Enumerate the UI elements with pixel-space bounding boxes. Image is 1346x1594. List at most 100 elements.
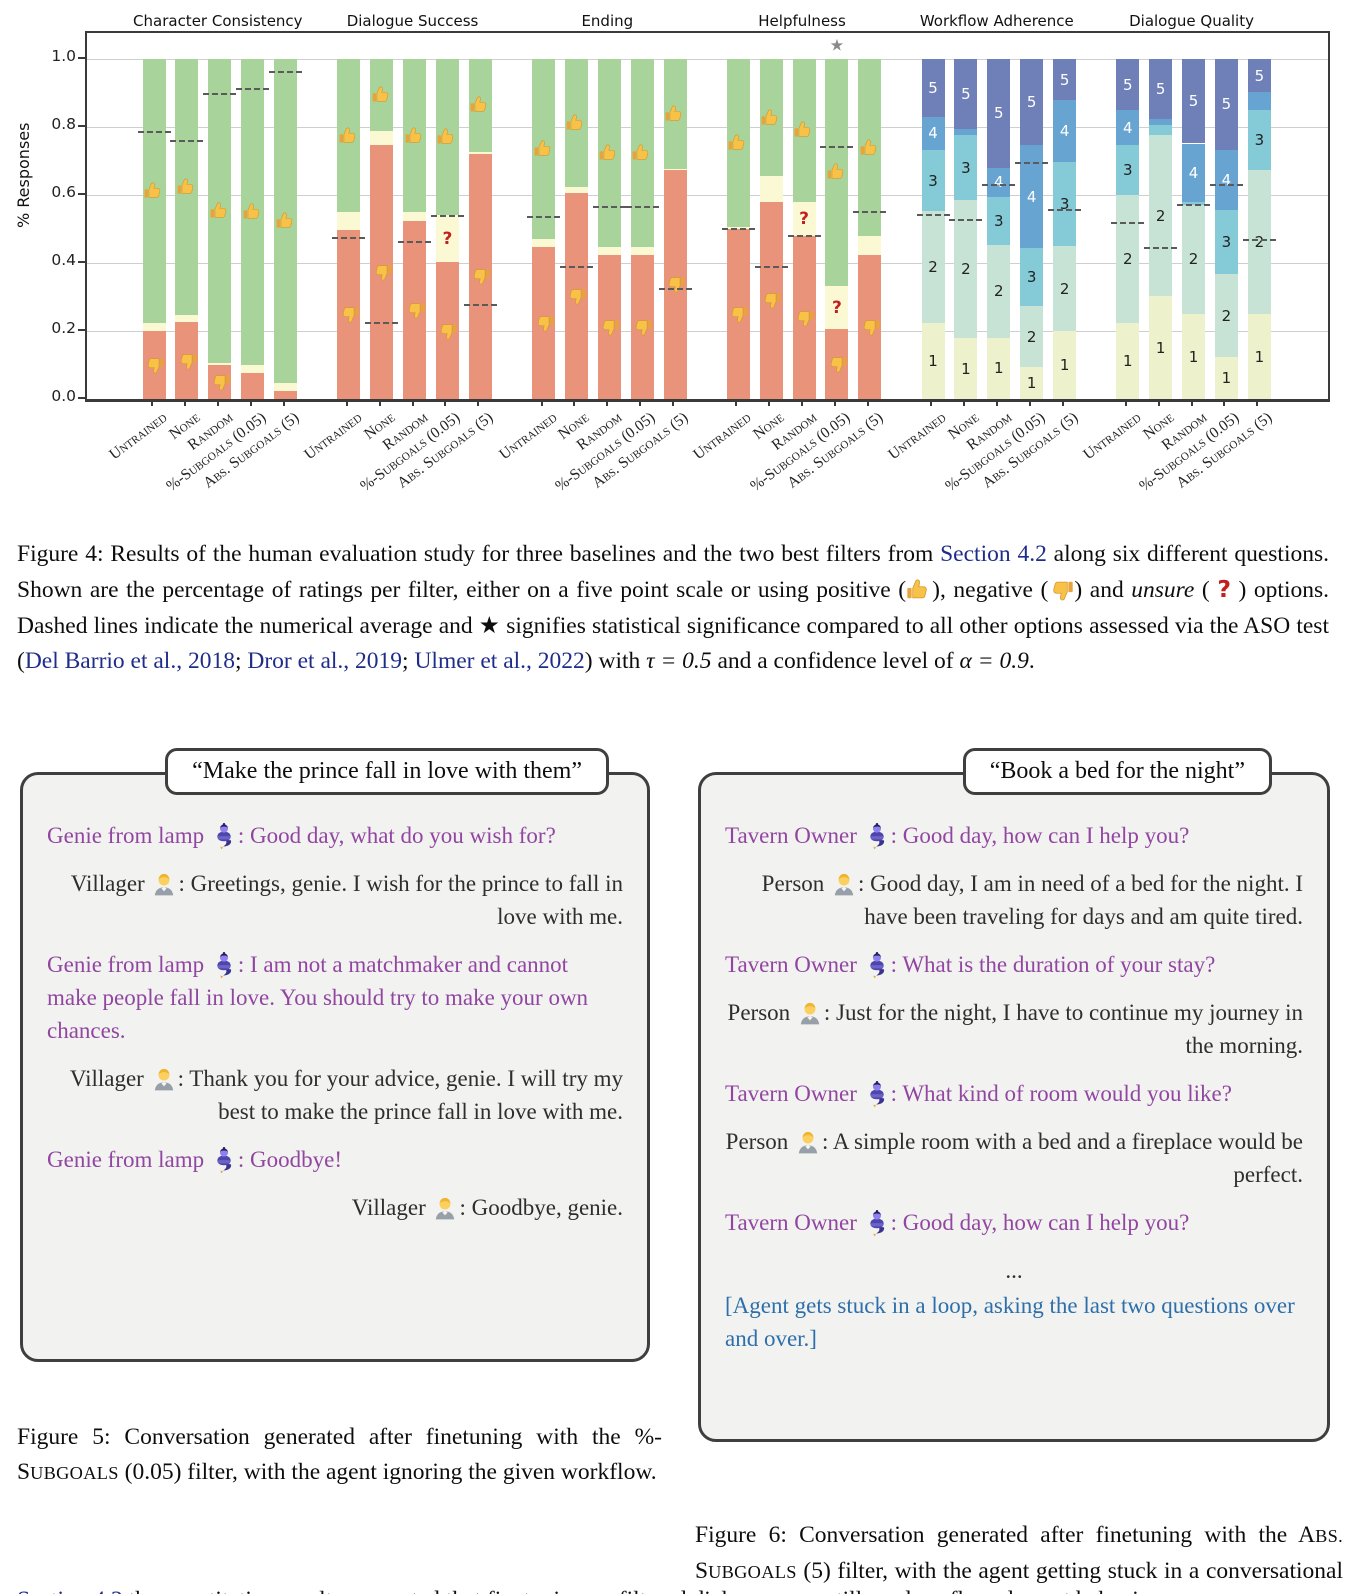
bar-segment-unsure [663,168,687,171]
scale-value-label: 2 [1122,249,1133,268]
scale-value-label: 4 [1059,121,1070,140]
thumbs-down-icon [470,266,491,287]
figure5-title-tab: “Make the prince fall in love with them” [165,748,609,795]
thumbs-up-icon [566,112,587,133]
thumbs-down-icon [213,375,230,391]
x-tick-mark [801,400,804,406]
math-expression: α = 0.9 [959,647,1029,674]
message-text: : Good day, how can I help you? [890,1210,1190,1235]
mean-dash-line [658,287,692,290]
thumbs-up-icon [632,144,649,160]
caption-text: along six different questions. Shown are… [17,540,1329,603]
bar-segment-scale-5 [1116,58,1140,111]
scale-value-label: 2 [1221,306,1232,325]
x-tick-mark [639,400,642,406]
caption-text: signifies statistical significance compa… [17,612,1329,674]
figure5-conversation-box: “Make the prince fall in love with them”… [20,748,650,1362]
scale-value-label: 5 [1122,75,1133,94]
scale-value-label: 4 [1221,170,1232,189]
mean-dash-line [365,322,399,325]
scale-value-label: 1 [1026,374,1037,393]
person-icon [834,873,854,896]
bar-segment-scale-1 [1247,314,1271,399]
bar-segment-scale-1 [1116,322,1140,399]
thumbs-down-icon [147,358,164,374]
bar-segment-scale-5 [1149,58,1173,120]
bar-segment-unsure [597,247,621,255]
x-tick-mark [216,400,219,406]
scale-value-label: 4 [994,173,1004,192]
citation-link[interactable]: Del Barrio et al., 2018 [24,647,235,674]
thumbs-down-icon [732,307,748,323]
agent-message: Genie from lamp : I am not a matchmaker … [47,948,623,1047]
ellipsis: ... [725,1254,1303,1287]
x-tick-mark [540,400,543,406]
caption-text: ; [234,647,248,674]
thumbs-up-icon [827,163,844,180]
message-text: : Good day, I am in need of a bed for th… [858,871,1303,929]
thumbs-down-icon [665,274,686,295]
y-tick-mark [78,328,85,331]
bar-segment-unsure [759,176,783,202]
bar-segment-scale-5 [1214,58,1238,150]
agent-message: Tavern Owner : What kind of room would y… [725,1077,1303,1110]
bar-segment-scale-1 [921,323,945,399]
scale-value-label: 2 [994,282,1004,301]
citation-link[interactable]: Section 4.2 [940,540,1047,567]
bar-segment-scale-3 [1116,145,1140,195]
thumbs-down-icon [668,277,685,293]
bar-segment-scale-2 [921,210,945,324]
speaker-name: Villager [69,1066,150,1091]
thumbs-down-icon [859,316,880,337]
caption-text: . [1028,647,1035,674]
caption-text: Figure 4: Results of the human evaluatio… [17,540,941,567]
caption-text: ) options. Dashed lines indicate the num… [17,576,1329,639]
person-icon [436,1197,455,1220]
thumbs-up-icon [665,103,686,124]
bar-segment-scale-5 [1247,58,1271,93]
clipped-body-text-line: Section 4.2 the quantitative results sug… [17,1583,1329,1594]
figure6-caption: Figure 6: Conversation generated after f… [695,1518,1343,1594]
x-tick-mark [962,400,965,406]
mean-dash-line [853,210,887,213]
thumbs-down-icon [603,320,619,336]
thumbs-up-icon [860,139,877,155]
citation-link[interactable]: Dror et al., 2019 [247,647,403,674]
x-tick-mark [930,400,932,406]
mean-dash-line [916,214,950,217]
person-message: Person : A simple room with a bed and a … [725,1125,1303,1191]
message-text: : Good day, how can I help you? [890,823,1190,848]
x-tick-mark [672,400,675,406]
message-text: : Goodbye! [237,1147,342,1172]
thumbs-down-icon [830,357,847,373]
scale-value-label: 4 [1122,118,1133,137]
scale-value-label: 3 [1221,233,1232,252]
mean-dash-line [1209,183,1243,186]
mean-dash-line [982,183,1016,186]
caption-text: ) with [584,647,647,674]
message-text: [Agent gets stuck in a loop, asking the … [725,1293,1295,1351]
thumbs-up-icon [437,128,454,144]
bar-segment-unsure [403,212,427,222]
speaker-name: Tavern Owner [725,952,863,977]
scale-value-label: 1 [961,359,971,378]
bar-segment-scale-5 [1053,58,1077,101]
mean-dash-line [1177,203,1211,206]
panel-title: Dialogue Quality [1129,12,1254,30]
citation-link[interactable]: Ulmer et al., 2022 [414,647,585,674]
scale-value-label: 3 [928,171,938,190]
thumbs-down-icon [533,313,554,334]
person-icon [798,1131,818,1154]
caption-text: (0.05) filter, with the agent ignoring t… [118,1458,657,1485]
bar-segment-scale-4 [921,116,945,151]
genie-icon [869,952,884,979]
bar-segment-scale-4 [1247,92,1271,111]
thumbs-up-icon [859,137,880,158]
caption-smallcaps: BS. [1315,1525,1343,1546]
message-text: : What is the duration of your stay? [890,952,1216,977]
bar-segment-scale-5 [987,58,1011,168]
caption-text: unsure [1131,576,1195,603]
citation-link[interactable]: Section 4.2 [17,1587,123,1594]
mean-dash-line [236,88,270,91]
bar-segment-unsure [435,214,459,263]
